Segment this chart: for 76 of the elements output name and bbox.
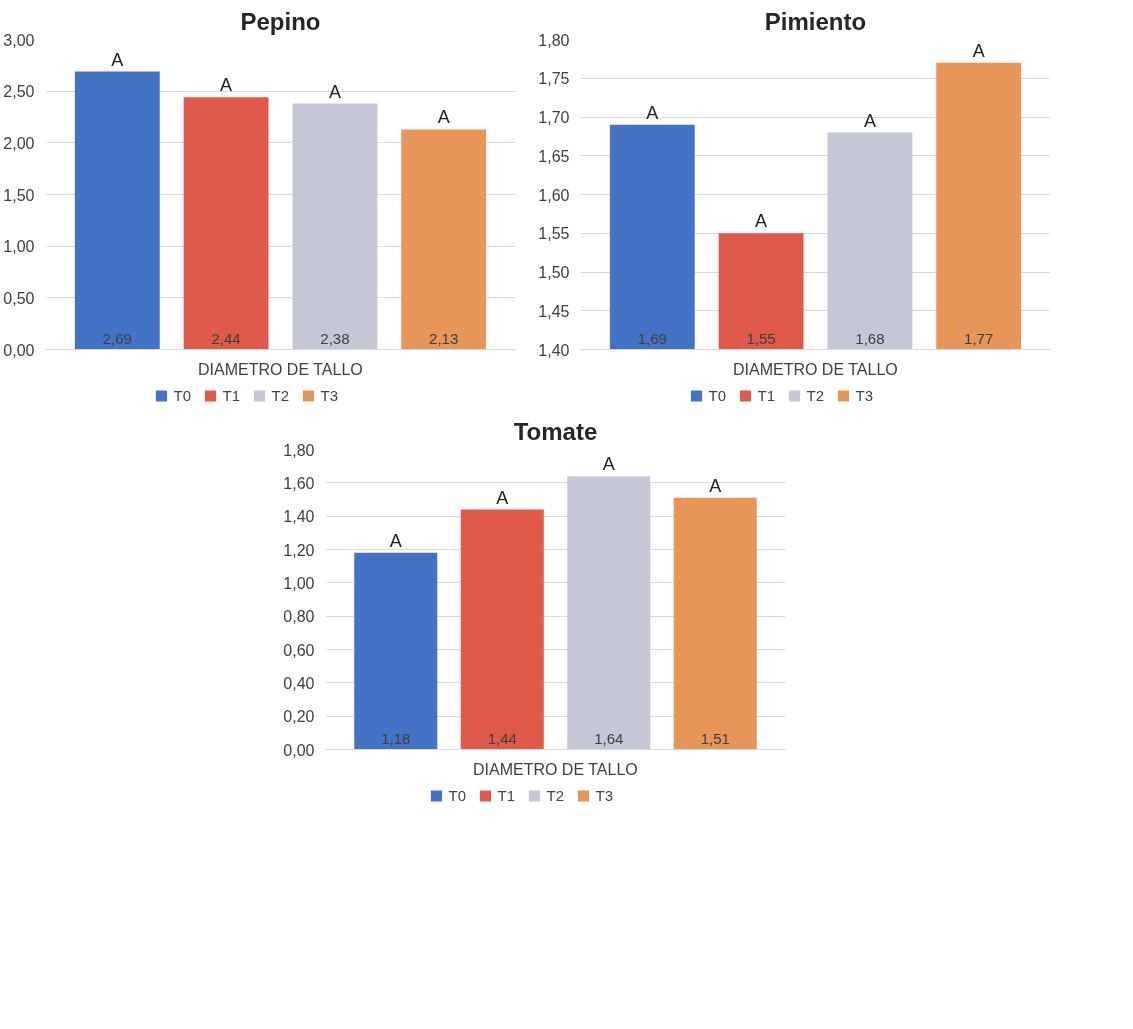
legend-label: T2: [806, 386, 825, 404]
annotation: A: [328, 81, 341, 102]
annotation: A: [972, 40, 985, 61]
y-tick-label: 1,50: [538, 264, 570, 281]
legend-label: T1: [222, 386, 241, 404]
legend-label: T0: [708, 386, 727, 404]
legend-label: T1: [497, 786, 516, 804]
data-label: 1,44: [487, 729, 517, 747]
y-tick-label: 1,00: [3, 238, 35, 256]
bar: [183, 97, 269, 350]
bar: [460, 509, 544, 750]
y-tick-label: 1,80: [283, 441, 315, 459]
annotation: A: [437, 107, 450, 128]
bar: [567, 476, 651, 750]
y-tick-label: 1,20: [283, 541, 315, 559]
data-label: 2,13: [429, 329, 459, 347]
x-tick-label: DIAMETRO DE TALLO: [732, 360, 898, 378]
y-tick-label: 1,75: [538, 70, 570, 88]
annotation: A: [755, 211, 768, 232]
data-label: 2,69: [102, 329, 132, 347]
annotation: A: [496, 487, 509, 508]
y-tick-label: 1,50: [3, 186, 35, 204]
data-label: 1,55: [746, 329, 776, 347]
y-tick-label: 0,00: [3, 341, 35, 359]
legend-label: T0: [448, 786, 467, 804]
legend-label: T2: [546, 786, 565, 804]
annotation: A: [863, 110, 876, 131]
x-tick-label: DIAMETRO DE TALLO: [472, 760, 638, 778]
data-label: 1,68: [855, 329, 885, 347]
bar: [401, 129, 487, 350]
y-tick-label: 0,00: [283, 741, 315, 759]
y-tick-label: 1,00: [283, 574, 315, 592]
y-tick-label: 1,70: [538, 109, 570, 126]
y-tick-label: 1,45: [538, 302, 570, 320]
data-label: 2,44: [211, 329, 241, 347]
legend-label: T2: [271, 386, 290, 404]
legend-label: T1: [757, 386, 776, 404]
y-tick-label: 0,20: [283, 708, 315, 726]
legend-label: T3: [855, 386, 874, 404]
chart-title: Tomate: [513, 417, 598, 445]
y-tick-label: 1,80: [538, 31, 570, 49]
bar: [673, 497, 757, 750]
legend-label: T3: [595, 786, 614, 804]
data-label: 2,38: [320, 329, 350, 347]
x-tick-label: DIAMETRO DE TALLO: [197, 360, 363, 378]
bar: [74, 71, 160, 350]
annotation: A: [709, 475, 722, 496]
y-tick-label: 1,55: [538, 225, 570, 243]
bar: [354, 552, 438, 750]
y-tick-label: 0,50: [3, 289, 35, 307]
legend-label: T3: [320, 386, 339, 404]
chart-title: Pimiento: [764, 7, 867, 35]
y-tick-label: 0,60: [283, 641, 315, 659]
data-label: 1,18: [381, 729, 411, 747]
annotation: A: [389, 530, 402, 551]
y-tick-label: 2,00: [3, 134, 35, 152]
y-tick-label: 1,40: [538, 341, 570, 359]
chart-title: Pepino: [240, 7, 321, 35]
annotation: A: [602, 454, 615, 475]
y-tick-label: 2,50: [3, 83, 35, 101]
y-tick-label: 1,40: [283, 508, 315, 526]
y-tick-label: 1,60: [538, 186, 570, 204]
data-label: 1,77: [964, 329, 994, 347]
y-tick-label: 1,65: [538, 147, 570, 165]
annotation: A: [646, 102, 659, 123]
annotation: A: [111, 49, 124, 70]
bar: [292, 103, 378, 350]
data-label: 1,69: [637, 329, 667, 347]
y-tick-label: 3,00: [3, 31, 35, 49]
data-label: 1,51: [700, 729, 730, 747]
y-tick-label: 1,60: [283, 474, 315, 492]
y-tick-label: 0,80: [283, 608, 315, 626]
legend-label: T0: [173, 386, 192, 404]
y-tick-label: 0,40: [283, 674, 315, 692]
data-label: 1,64: [594, 729, 624, 747]
annotation: A: [220, 75, 233, 96]
